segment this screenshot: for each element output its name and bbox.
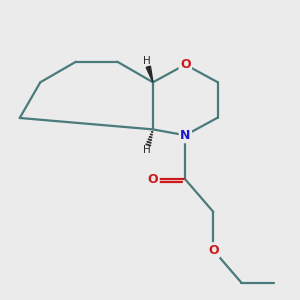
Text: H: H xyxy=(143,145,151,155)
Polygon shape xyxy=(146,66,153,82)
Text: O: O xyxy=(148,173,158,186)
Text: H: H xyxy=(143,56,151,66)
Text: O: O xyxy=(208,244,219,256)
Text: N: N xyxy=(180,129,190,142)
Text: O: O xyxy=(180,58,190,71)
